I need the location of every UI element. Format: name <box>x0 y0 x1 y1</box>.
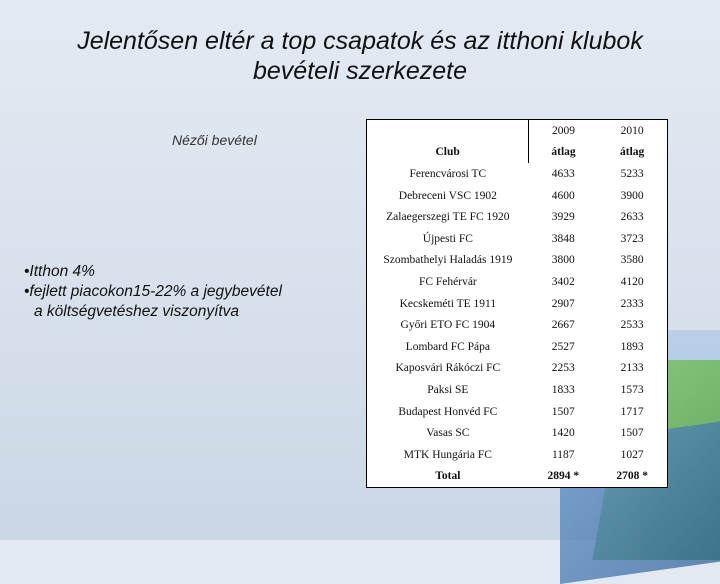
value-2009-cell: 4633 <box>551 167 575 180</box>
value-2010-cell: 1507 <box>620 427 644 440</box>
table-corner-cell <box>367 120 530 142</box>
value-2010-cell: 2533 <box>620 319 644 332</box>
value-2009-cell: 2667 <box>551 319 575 332</box>
title-line-2: bevételi szerkezete <box>252 57 467 85</box>
club-name-cell: Paksi SE <box>427 383 469 396</box>
table-row: Paksi SE 1833 1573 <box>367 379 667 401</box>
value-2010-cell: 2333 <box>620 297 644 310</box>
table-total-row: Total 2894 * 2708 * <box>367 466 667 488</box>
club-name-cell: Újpesti FC <box>422 232 473 245</box>
slide-title: Jelentősen eltér a top csapatok és az it… <box>20 26 700 86</box>
table-row: Szombathelyi Haladás 1919 3800 3580 <box>367 250 667 272</box>
bullet-item: •fejlett piacokon15-22% a jegybevétel <box>24 283 282 300</box>
value-2010-cell: 1717 <box>620 405 644 418</box>
value-2010-cell: 5233 <box>620 167 644 180</box>
value-2009-cell: 1833 <box>551 383 575 396</box>
value-2009-cell: 2253 <box>551 362 575 375</box>
value-2010-cell: 1893 <box>620 340 644 353</box>
table-row: Újpesti FC 3848 3723 <box>367 228 667 250</box>
value-2010-cell: 3723 <box>620 232 644 245</box>
club-name-cell: Lombard FC Pápa <box>405 340 491 353</box>
value-2009-cell: 3848 <box>551 232 575 245</box>
avg-2010-header: átlag <box>620 146 645 159</box>
total-2010-cell: 2708 * <box>616 470 648 483</box>
club-name-cell: MTK Hungária FC <box>403 448 492 461</box>
table-row: Győri ETO FC 1904 2667 2533 <box>367 314 667 336</box>
club-name-cell: Budapest Honvéd FC <box>398 405 498 418</box>
club-name-cell: Győri ETO FC 1904 <box>400 319 496 332</box>
value-2009-cell: 1507 <box>551 405 575 418</box>
club-name-cell: FC Fehérvár <box>418 275 477 288</box>
table-row: Debreceni VSC 1902 4600 3900 <box>367 185 667 207</box>
table-row: Kaposvári Rákóczi FC 2253 2133 <box>367 358 667 380</box>
value-2010-cell: 2633 <box>620 211 644 224</box>
table-row: Kecskeméti TE 1911 2907 2333 <box>367 293 667 315</box>
year-2010-header: 2010 <box>620 124 644 137</box>
value-2009-cell: 2907 <box>551 297 575 310</box>
club-name-cell: Vasas SC <box>426 427 470 440</box>
table-year-row: 2009 2010 <box>367 120 667 142</box>
table-row: Zalaegerszegi TE FC 1920 3929 2633 <box>367 206 667 228</box>
club-name-cell: Kaposvári Rákóczi FC <box>395 362 501 375</box>
year-2009-header: 2009 <box>552 124 576 137</box>
value-2010-cell: 1573 <box>620 383 644 396</box>
table-row: FC Fehérvár 3402 4120 <box>367 271 667 293</box>
total-2009-cell: 2894 * <box>547 470 580 483</box>
bullet-list: •Itthon 4% •fejlett piacokon15-22% a jeg… <box>24 262 354 322</box>
table-row: MTK Hungária FC 1187 1027 <box>367 444 667 466</box>
avg-2009-header: átlag <box>551 146 576 159</box>
value-2009-cell: 1420 <box>551 427 575 440</box>
club-name-cell: Ferencvárosi TC <box>409 167 487 180</box>
club-name-cell: Szombathelyi Haladás 1919 <box>383 254 513 267</box>
value-2009-cell: 3800 <box>551 254 575 267</box>
bullet-item: •Itthon 4% <box>24 263 95 280</box>
value-2010-cell: 3900 <box>620 189 644 202</box>
table-row: Ferencvárosi TC 4633 5233 <box>367 163 667 185</box>
club-name-cell: Debreceni VSC 1902 <box>398 189 497 202</box>
club-column-header: Club <box>367 141 530 164</box>
total-label-cell: Total <box>435 470 461 483</box>
attendance-table: 2009 2010 Club átlag átlag Ferencvárosi … <box>366 119 668 489</box>
value-2009-cell: 3929 <box>551 211 575 224</box>
value-2010-cell: 4120 <box>620 275 644 288</box>
bullet-item-continuation: a költségvetéshez viszonyítva <box>34 303 240 320</box>
club-name-cell: Zalaegerszegi TE FC 1920 <box>386 211 510 224</box>
table-row: Lombard FC Pápa 2527 1893 <box>367 336 667 358</box>
value-2009-cell: 1187 <box>551 448 575 461</box>
value-2009-cell: 3402 <box>551 275 575 288</box>
club-name-cell: Kecskeméti TE 1911 <box>399 297 497 310</box>
value-2009-cell: 4600 <box>551 189 575 202</box>
table-row: Budapest Honvéd FC 1507 1717 <box>367 401 667 423</box>
value-2010-cell: 1027 <box>620 448 644 461</box>
table-row: Vasas SC 1420 1507 <box>367 422 667 444</box>
value-2009-cell: 2527 <box>551 340 575 353</box>
value-2010-cell: 2133 <box>620 362 644 375</box>
table-header-row: Club átlag átlag <box>367 141 667 164</box>
title-line-1: Jelentősen eltér a top csapatok és az it… <box>77 27 643 55</box>
value-2010-cell: 3580 <box>620 254 644 267</box>
subheading: Nézői bevétel <box>172 132 257 148</box>
